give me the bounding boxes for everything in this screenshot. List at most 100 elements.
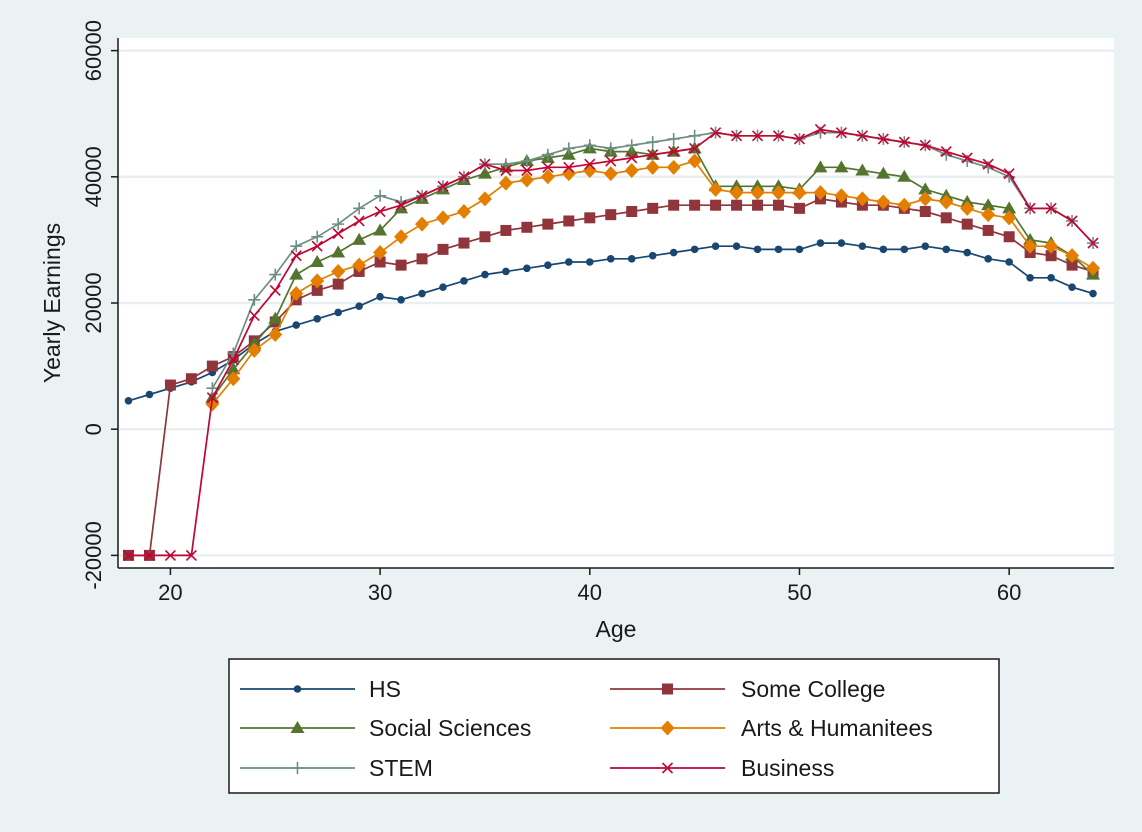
legend-swatch-marker <box>290 721 305 733</box>
data-point-business <box>731 130 743 142</box>
data-point-stem <box>625 139 638 152</box>
data-point-business <box>416 190 428 202</box>
data-point-business <box>751 130 764 142</box>
data-point-arts-humanitees <box>498 175 513 191</box>
data-point-hs <box>376 292 384 301</box>
data-point-hs <box>544 261 552 269</box>
data-point-business <box>1003 168 1015 180</box>
data-point-hs <box>585 258 594 266</box>
data-point-business <box>248 310 260 322</box>
data-point-stem <box>311 230 324 243</box>
data-point-arts-humanitees <box>247 342 262 358</box>
data-point-arts-humanitees <box>373 245 388 261</box>
data-point-some-college <box>647 202 659 214</box>
data-point-business <box>143 549 156 561</box>
data-point-hs <box>669 248 678 257</box>
data-point-stem <box>562 142 575 155</box>
data-point-business <box>940 146 952 158</box>
legend-swatch-marker <box>293 685 302 693</box>
data-point-business <box>856 130 868 142</box>
data-point-arts-humanitees <box>1065 248 1080 264</box>
data-point-hs <box>606 255 615 263</box>
data-point-hs <box>648 251 657 260</box>
data-point-social-sciences <box>834 160 849 173</box>
data-point-arts-humanitees <box>603 166 618 182</box>
data-point-social-sciences <box>310 254 325 267</box>
data-point-stem <box>374 189 387 202</box>
x-axis-title: Age <box>596 616 637 642</box>
legend-label: HS <box>369 676 401 702</box>
data-point-arts-humanitees <box>310 273 325 289</box>
legend-box <box>228 658 1000 794</box>
data-point-social-sciences <box>813 160 828 173</box>
data-point-business <box>835 127 847 139</box>
data-point-business <box>626 152 638 164</box>
data-point-business <box>710 127 722 139</box>
data-point-arts-humanitees <box>645 159 660 175</box>
data-point-business <box>647 149 659 161</box>
data-point-hs <box>837 239 846 247</box>
data-point-arts-humanitees <box>226 371 241 387</box>
data-point-arts-humanitees <box>729 185 744 201</box>
data-point-some-college <box>919 206 931 218</box>
data-point-hs <box>732 242 741 251</box>
data-point-hs <box>963 248 972 257</box>
data-point-business <box>898 136 910 148</box>
data-point-arts-humanitees <box>1086 260 1101 276</box>
data-point-arts-humanitees <box>750 185 765 201</box>
data-point-business <box>290 250 302 262</box>
data-point-business <box>353 215 365 227</box>
legend-item-arts-humanitees: Arts & Humanitees <box>610 715 933 741</box>
legend-swatch-marker <box>661 762 674 774</box>
data-point-some-college <box>668 199 680 211</box>
data-point-business <box>521 164 533 177</box>
data-point-arts-humanitees <box>268 327 283 343</box>
legend-item-business: Business <box>610 755 834 781</box>
data-point-arts-humanitees <box>708 181 723 197</box>
data-point-some-college <box>584 212 596 224</box>
legend-label: STEM <box>369 755 433 781</box>
data-point-arts-humanitees <box>331 263 346 279</box>
data-point-some-college <box>605 209 617 221</box>
data-point-business <box>479 158 491 170</box>
data-point-arts-humanitees <box>415 216 430 232</box>
data-point-some-college <box>689 199 701 211</box>
x-tick-label: 40 <box>578 580 602 605</box>
data-point-some-college <box>458 237 470 249</box>
data-point-some-college <box>1003 231 1015 243</box>
series-business <box>122 123 1099 561</box>
data-point-hs <box>502 267 510 276</box>
data-point-arts-humanitees <box>813 185 828 201</box>
data-point-some-college <box>311 284 323 296</box>
data-point-some-college <box>206 360 218 372</box>
data-point-business <box>877 133 889 145</box>
data-point-arts-humanitees <box>897 197 912 213</box>
data-point-arts-humanitees <box>918 191 933 207</box>
data-point-some-college <box>500 224 512 236</box>
data-point-hs <box>984 255 992 263</box>
data-point-social-sciences <box>876 166 891 179</box>
data-point-some-college <box>793 202 805 214</box>
data-point-social-sciences <box>289 267 304 280</box>
y-tick-label: 0 <box>81 423 106 435</box>
data-point-hs <box>523 264 531 273</box>
data-point-business <box>772 130 785 142</box>
data-point-some-college <box>185 373 197 385</box>
data-point-social-sciences <box>1002 201 1017 214</box>
data-point-business <box>605 155 617 167</box>
data-point-business <box>584 158 596 170</box>
data-point-arts-humanitees <box>436 210 451 226</box>
data-point-hs <box>1089 289 1097 298</box>
data-point-social-sciences <box>373 223 388 236</box>
data-point-hs <box>1047 273 1055 282</box>
data-point-arts-humanitees <box>771 185 786 201</box>
series-layer <box>122 123 1101 561</box>
data-point-arts-humanitees <box>960 200 975 216</box>
data-point-stem <box>248 293 261 306</box>
data-point-hs <box>795 245 804 254</box>
x-tick-label: 60 <box>997 580 1021 605</box>
data-point-some-college <box>437 243 449 255</box>
legend-item-stem: STEM <box>240 755 433 781</box>
data-point-some-college <box>1045 250 1057 262</box>
data-point-arts-humanitees <box>666 159 681 175</box>
